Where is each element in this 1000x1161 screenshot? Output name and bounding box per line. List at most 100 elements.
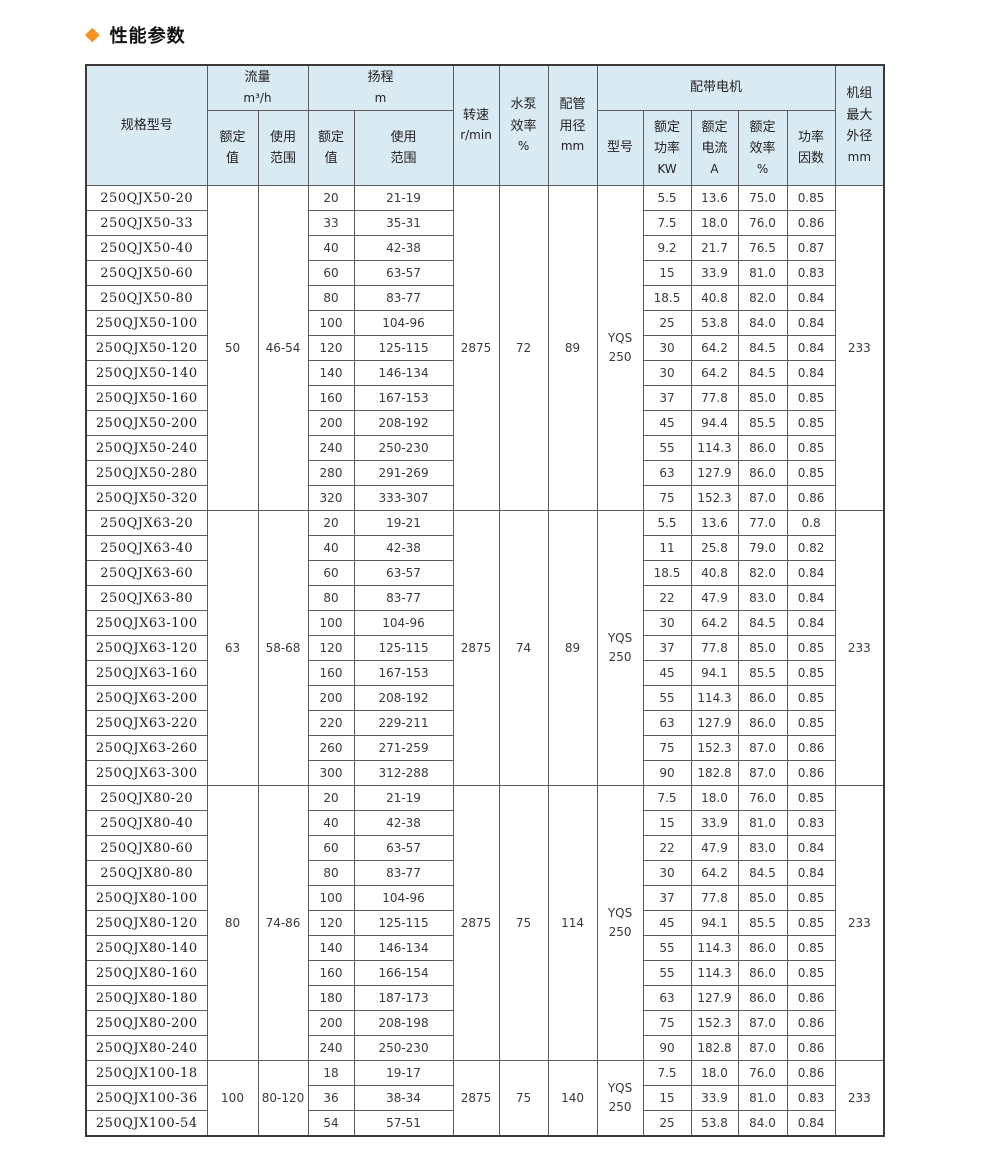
flow-range-cell: 58-68 xyxy=(257,510,309,786)
motor-efficiency-cell: 85.5 xyxy=(737,910,788,936)
motor-current-cell: 94.1 xyxy=(690,910,739,936)
motor-power-cell: 30 xyxy=(642,610,692,636)
table-row: 250QJX63-260 260 271-259 75 152.3 87.0 0.86 xyxy=(85,735,884,761)
head-rated-cell: 200 xyxy=(307,410,355,436)
head-range-cell: 83-77 xyxy=(353,860,454,886)
head-range-cell: 21-19 xyxy=(353,785,454,811)
table-row: 250QJX63-20 63 58-68 20 19-21 2875 74 89 YQS 250… xyxy=(85,510,885,786)
table-row: 250QJX80-240 240 250-230 90 182.8 87.0 0.86 xyxy=(85,1035,884,1061)
head-range-cell: 42-38 xyxy=(353,235,454,261)
head-range-cell: 21-19 xyxy=(353,185,454,211)
motor-current-cell: 47.9 xyxy=(690,585,739,611)
motor-efficiency-cell: 83.0 xyxy=(737,585,788,611)
motor-current-cell: 114.3 xyxy=(690,935,739,961)
pipe-diameter-cell: 114 xyxy=(547,785,598,1061)
head-range-cell: 250-230 xyxy=(353,435,454,461)
model-cell: 250QJX63-200 xyxy=(85,685,208,711)
motor-current-cell: 77.8 xyxy=(690,635,739,661)
head-rated-cell: 200 xyxy=(307,1010,355,1036)
model-cell: 250QJX63-220 xyxy=(85,710,208,736)
model-cell: 250QJX100-36 xyxy=(85,1085,208,1111)
head-rated-cell: 54 xyxy=(307,1110,355,1137)
table-row: 250QJX80-20 80 74-86 20 21-19 2875 75 114 YQS 25… xyxy=(85,785,885,1061)
motor-current-cell: 64.2 xyxy=(690,610,739,636)
table-row: 250QJX63-100 100 104-96 30 64.2 84.5 0.84 xyxy=(85,610,884,636)
model-cell: 250QJX50-200 xyxy=(85,410,208,436)
model-cell: 250QJX50-40 xyxy=(85,235,208,261)
head-range-cell: 208-192 xyxy=(353,410,454,436)
motor-current-cell: 94.4 xyxy=(690,410,739,436)
table-row: 250QJX80-120 120 125-115 45 94.1 85.5 0.85 xyxy=(85,910,884,936)
head-rated-cell: 80 xyxy=(307,585,355,611)
col-header-motor-model: 型号 xyxy=(596,110,644,186)
power-factor-cell: 0.85 xyxy=(786,435,836,461)
col-header-flow-rated: 额定值 xyxy=(206,110,259,186)
power-factor-cell: 0.87 xyxy=(786,235,836,261)
table-row: 250QJX50-40 40 42-38 9.2 21.7 76.5 0.87 xyxy=(85,235,884,261)
speed-cell: 2875 xyxy=(452,1060,500,1137)
pump-efficiency-cell: 74 xyxy=(498,510,549,786)
power-factor-cell: 0.85 xyxy=(786,685,836,711)
model-cell: 250QJX63-80 xyxy=(85,585,208,611)
model-cell: 250QJX50-240 xyxy=(85,435,208,461)
head-rated-cell: 200 xyxy=(307,685,355,711)
model-cell: 250QJX100-18 xyxy=(85,1060,208,1086)
power-factor-cell: 0.84 xyxy=(786,560,836,586)
head-range-cell: 208-198 xyxy=(353,1010,454,1036)
motor-current-cell: 77.8 xyxy=(690,385,739,411)
head-rated-cell: 140 xyxy=(307,360,355,386)
motor-efficiency-cell: 87.0 xyxy=(737,485,788,511)
head-range-cell: 312-288 xyxy=(353,760,454,786)
motor-power-cell: 15 xyxy=(642,260,692,286)
head-rated-cell: 240 xyxy=(307,435,355,461)
power-factor-cell: 0.85 xyxy=(786,710,836,736)
speed-cell: 2875 xyxy=(452,785,500,1061)
motor-efficiency-cell: 76.0 xyxy=(737,1060,788,1086)
head-range-cell: 167-153 xyxy=(353,660,454,686)
table-row: 250QJX63-40 40 42-38 11 25.8 79.0 0.82 xyxy=(85,535,884,561)
table-row: 250QJX80-160 160 166-154 55 114.3 86.0 0.85 xyxy=(85,960,884,986)
head-range-cell: 104-96 xyxy=(353,610,454,636)
motor-current-cell: 152.3 xyxy=(690,485,739,511)
table-row: 250QJX80-200 200 208-198 75 152.3 87.0 0.86 xyxy=(85,1010,884,1036)
head-rated-cell: 80 xyxy=(307,860,355,886)
motor-current-cell: 33.9 xyxy=(690,260,739,286)
head-range-cell: 250-230 xyxy=(353,1035,454,1061)
motor-efficiency-cell: 82.0 xyxy=(737,560,788,586)
head-range-cell: 42-38 xyxy=(353,535,454,561)
motor-efficiency-cell: 81.0 xyxy=(737,1085,788,1111)
head-rated-cell: 20 xyxy=(307,785,355,811)
motor-power-cell: 25 xyxy=(642,1110,692,1137)
model-cell: 250QJX80-160 xyxy=(85,960,208,986)
motor-current-cell: 33.9 xyxy=(690,1085,739,1111)
power-factor-cell: 0.86 xyxy=(786,985,836,1011)
motor-power-cell: 75 xyxy=(642,485,692,511)
power-factor-cell: 0.85 xyxy=(786,185,836,211)
speed-cell: 2875 xyxy=(452,185,500,511)
motor-current-cell: 40.8 xyxy=(690,560,739,586)
motor-efficiency-cell: 86.0 xyxy=(737,960,788,986)
head-range-cell: 271-259 xyxy=(353,735,454,761)
motor-efficiency-cell: 84.5 xyxy=(737,610,788,636)
motor-power-cell: 30 xyxy=(642,360,692,386)
performance-parameters-table: 规格型号 流量 m³/h 扬程 m 转速 r/min 水泵效率 % xyxy=(85,64,886,1137)
power-factor-cell: 0.83 xyxy=(786,1085,836,1111)
power-factor-cell: 0.85 xyxy=(786,460,836,486)
table-row: 250QJX80-140 140 146-134 55 114.3 86.0 0.85 xyxy=(85,935,884,961)
model-cell: 250QJX100-54 xyxy=(85,1110,208,1137)
motor-efficiency-cell: 87.0 xyxy=(737,1010,788,1036)
motor-efficiency-cell: 86.0 xyxy=(737,985,788,1011)
col-header-motor-power: 额定功率 KW xyxy=(642,110,692,186)
motor-efficiency-cell: 76.5 xyxy=(737,235,788,261)
motor-current-cell: 25.8 xyxy=(690,535,739,561)
head-rated-cell: 160 xyxy=(307,660,355,686)
head-rated-cell: 40 xyxy=(307,810,355,836)
table-row: 250QJX80-100 100 104-96 37 77.8 85.0 0.85 xyxy=(85,885,884,911)
flow-rated-cell: 80 xyxy=(206,785,259,1061)
col-header-head-rated: 额定值 xyxy=(307,110,355,186)
motor-current-cell: 53.8 xyxy=(690,310,739,336)
head-range-cell: 63-57 xyxy=(353,560,454,586)
motor-efficiency-cell: 76.0 xyxy=(737,210,788,236)
motor-current-cell: 182.8 xyxy=(690,1035,739,1061)
pipe-diameter-cell: 89 xyxy=(547,510,598,786)
